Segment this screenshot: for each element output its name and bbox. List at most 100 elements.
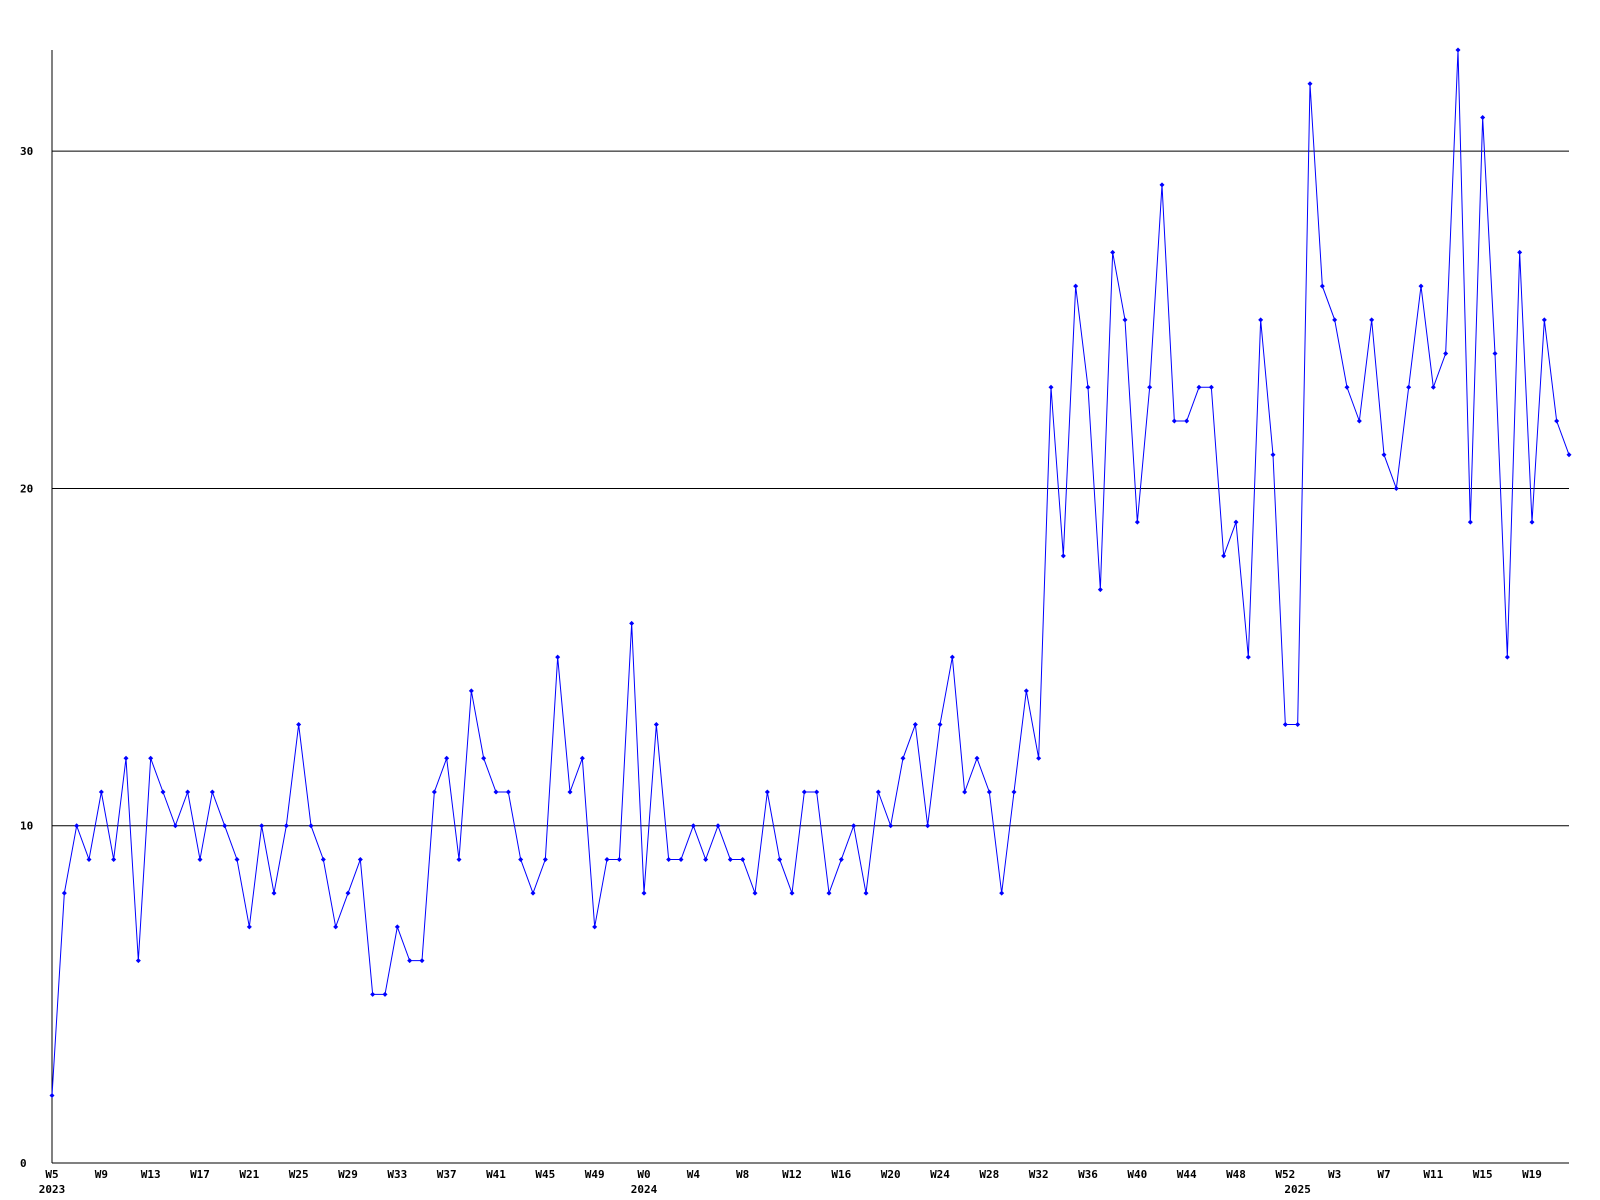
- point-marker: [542, 856, 548, 862]
- point-marker: [777, 856, 783, 862]
- point-marker: [481, 755, 487, 761]
- point-marker: [715, 823, 721, 829]
- point-marker: [567, 789, 573, 795]
- point-marker: [764, 789, 770, 795]
- x-tick-label: W45: [535, 1168, 555, 1181]
- point-marker: [666, 856, 672, 862]
- point-marker: [209, 789, 215, 795]
- point-marker: [444, 755, 450, 761]
- point-marker: [703, 856, 709, 862]
- x-tick-label: W11: [1423, 1168, 1443, 1181]
- x-tick-label: W52: [1275, 1168, 1295, 1181]
- point-marker: [493, 789, 499, 795]
- point-marker: [1356, 418, 1362, 424]
- point-marker: [1258, 317, 1264, 323]
- point-marker: [814, 789, 820, 795]
- x-tick-label: W13: [141, 1168, 161, 1181]
- y-tick-label: 10: [20, 820, 33, 833]
- point-marker: [1504, 654, 1510, 660]
- point-marker: [604, 856, 610, 862]
- point-marker: [61, 890, 67, 896]
- x-tick-label: W29: [338, 1168, 358, 1181]
- x-tick-label: W24: [930, 1168, 950, 1181]
- point-marker: [1036, 755, 1042, 761]
- point-marker: [333, 924, 339, 930]
- point-marker: [1221, 553, 1227, 559]
- point-marker: [98, 789, 104, 795]
- point-marker: [653, 722, 659, 728]
- point-marker: [1073, 283, 1079, 289]
- point-marker: [1369, 317, 1375, 323]
- point-marker: [1517, 249, 1523, 255]
- point-marker: [1295, 722, 1301, 728]
- point-marker: [1196, 384, 1202, 390]
- point-marker: [148, 755, 154, 761]
- point-marker: [863, 890, 869, 896]
- point-marker: [1110, 249, 1116, 255]
- point-marker: [308, 823, 314, 829]
- point-marker: [1381, 452, 1387, 458]
- x-tick-label: W21: [239, 1168, 259, 1181]
- point-marker: [382, 991, 388, 997]
- point-marker: [912, 722, 918, 728]
- x-tick-label: W9: [95, 1168, 108, 1181]
- y-tick-label: 0: [20, 1157, 27, 1170]
- point-marker: [123, 755, 129, 761]
- point-marker: [160, 789, 166, 795]
- point-marker: [616, 856, 622, 862]
- point-marker: [1184, 418, 1190, 424]
- point-marker: [826, 890, 832, 896]
- point-marker: [1393, 485, 1399, 491]
- point-marker: [259, 823, 265, 829]
- point-marker: [246, 924, 252, 930]
- point-marker: [962, 789, 968, 795]
- point-marker: [1455, 47, 1461, 53]
- y-tick-label: 30: [20, 145, 33, 158]
- x-tick-label: W20: [881, 1168, 901, 1181]
- point-marker: [1418, 283, 1424, 289]
- point-marker: [74, 823, 80, 829]
- x-tick-label: W7: [1377, 1168, 1390, 1181]
- point-marker: [1147, 384, 1153, 390]
- point-marker: [135, 958, 141, 964]
- point-marker: [296, 722, 302, 728]
- point-marker: [752, 890, 758, 896]
- x-tick-label: W17: [190, 1168, 210, 1181]
- point-marker: [1011, 789, 1017, 795]
- point-marker: [222, 823, 228, 829]
- point-marker: [320, 856, 326, 862]
- point-marker: [949, 654, 955, 660]
- x-year-label: 2024: [631, 1183, 658, 1196]
- x-tick-label: W8: [736, 1168, 749, 1181]
- point-marker: [740, 856, 746, 862]
- point-marker: [629, 620, 635, 626]
- point-marker: [1443, 351, 1449, 357]
- point-marker: [1048, 384, 1054, 390]
- point-marker: [999, 890, 1005, 896]
- x-tick-label: W32: [1029, 1168, 1049, 1181]
- point-marker: [690, 823, 696, 829]
- point-marker: [1085, 384, 1091, 390]
- point-marker: [1430, 384, 1436, 390]
- point-marker: [555, 654, 561, 660]
- point-marker: [271, 890, 277, 896]
- x-tick-label: W4: [687, 1168, 701, 1181]
- point-marker: [505, 789, 511, 795]
- point-marker: [1467, 519, 1473, 525]
- point-marker: [1282, 722, 1288, 728]
- point-marker: [937, 722, 943, 728]
- point-marker: [1332, 317, 1338, 323]
- x-year-label: 2023: [39, 1183, 66, 1196]
- point-marker: [1492, 351, 1498, 357]
- point-marker: [925, 823, 931, 829]
- point-marker: [986, 789, 992, 795]
- point-marker: [407, 958, 413, 964]
- point-marker: [1480, 114, 1486, 120]
- point-marker: [888, 823, 894, 829]
- point-marker: [1208, 384, 1214, 390]
- point-marker: [468, 688, 474, 694]
- x-tick-label: W44: [1177, 1168, 1197, 1181]
- x-tick-label: W28: [979, 1168, 999, 1181]
